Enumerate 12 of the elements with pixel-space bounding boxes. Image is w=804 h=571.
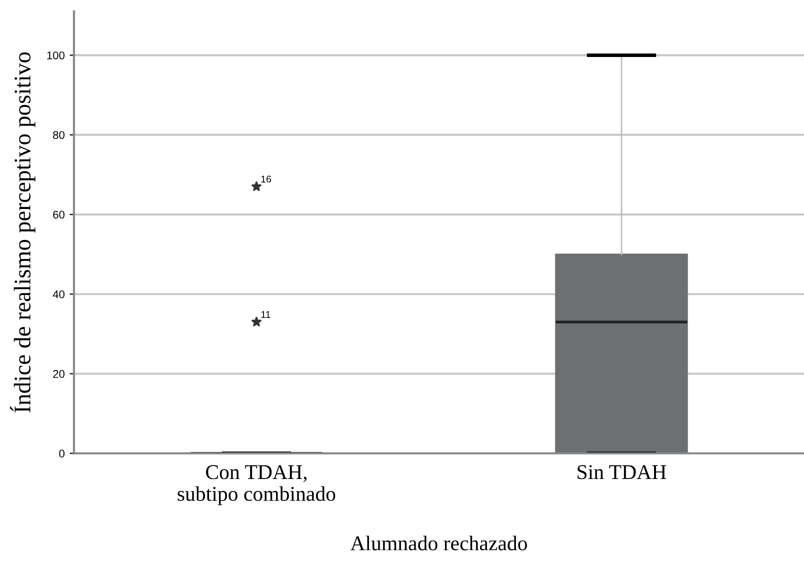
annotation: 11 bbox=[261, 311, 270, 318]
y-tick-label: 100 bbox=[47, 51, 65, 60]
y-tick-label: 20 bbox=[53, 370, 65, 378]
x-tick-label: Con TDAH, subtipo combinado bbox=[178, 465, 336, 506]
annotation: 16 bbox=[261, 176, 272, 183]
y-tick-label: 60 bbox=[53, 210, 65, 219]
y-tick-label: 40 bbox=[52, 290, 65, 298]
y-tick-label: 80 bbox=[53, 131, 65, 139]
y-axis-title: Índice de realismo perceptivo positivo bbox=[10, 52, 36, 413]
x-axis-title: Alumnado rechazado bbox=[350, 536, 527, 550]
y-tick-label: 0 bbox=[59, 450, 65, 458]
x-tick-label: Sin TDAH bbox=[578, 465, 666, 480]
